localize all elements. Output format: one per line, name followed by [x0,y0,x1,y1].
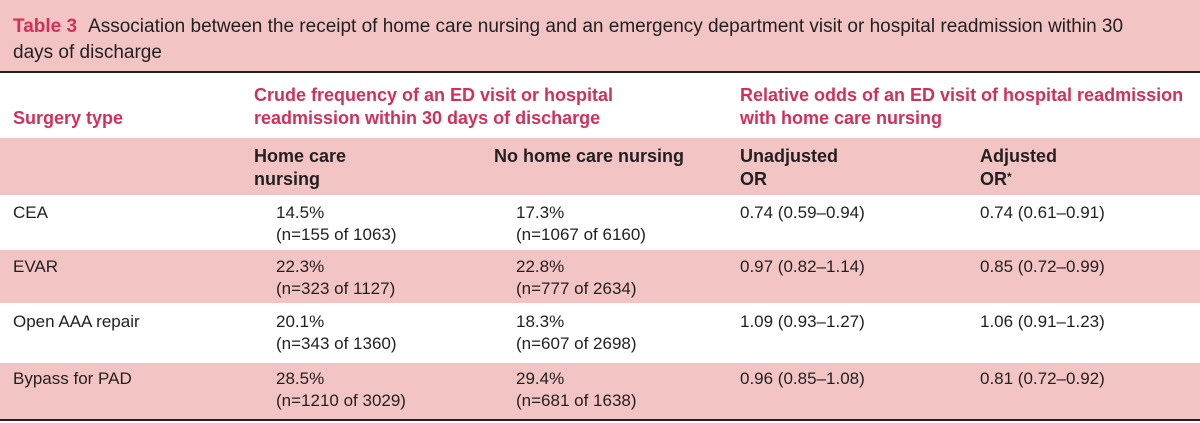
row-evar-adjusted: 0.85 (0.72–0.99) [980,257,1105,276]
row-evar-unadjusted: 0.97 (0.82–1.14) [740,257,865,276]
subheader-band [0,138,1200,195]
row-open-aaa-no-home-pct: 18.3% [516,312,565,331]
row-cea-unadjusted: 0.74 (0.59–0.94) [740,203,865,222]
row-bypass-surgery: Bypass for PAD [13,369,132,388]
top-rule [0,71,1200,73]
subheader-home-care-line-2: nursing [254,169,320,189]
row-open-aaa-home-pct: 20.1% [276,312,325,331]
row-cea-home-pct: 14.5% [276,203,325,222]
row-bypass-adjusted: 0.81 (0.72–0.92) [980,369,1105,388]
header-surgery-type: Surgery type [13,108,124,128]
row-bypass-band [0,363,1200,419]
subheader-no-home-care: No home care nursing [494,146,685,166]
row-bypass-home-n: (n=1210 of 3029) [276,391,406,410]
row-bypass-home-pct: 28.5% [276,369,325,388]
row-open-aaa-unadjusted: 1.09 (0.93–1.27) [740,312,865,331]
footnote-marker: * [1007,170,1012,184]
subheader-adjusted-line-1: Adjusted [980,146,1058,166]
row-cea-adjusted: 0.74 (0.61–0.91) [980,203,1105,222]
row-open-aaa-surgery: Open AAA repair [13,312,140,331]
row-open-aaa-home-n: (n=343 of 1360) [276,334,397,353]
bottom-rule [0,419,1200,421]
row-cea-no-home-n: (n=1067 of 6160) [516,225,646,244]
caption-title-line-2: days of discharge [13,42,162,63]
row-open-aaa-no-home-n: (n=607 of 2698) [516,334,637,353]
row-evar-home-pct: 22.3% [276,257,325,276]
subheader-unadjusted-line-2: OR [740,169,767,189]
header-crude-line-1: Crude frequency of an ED visit or hospit… [254,85,614,105]
row-cea-surgery: CEA [13,203,48,222]
row-cea-home-n: (n=155 of 1063) [276,225,397,244]
row-bypass-no-home-pct: 29.4% [516,369,565,388]
row-evar-surgery: EVAR [13,257,59,276]
table-caption: Table 3 Association between the receipt o… [0,0,1200,71]
row-evar-no-home-n: (n=777 of 2634) [516,279,637,298]
row-cea-no-home-pct: 17.3% [516,203,565,222]
row-evar-home-n: (n=323 of 1127) [276,279,396,298]
row-open-aaa-adjusted: 1.06 (0.91–1.23) [980,312,1105,331]
subheader-home-care-line-1: Home care [254,146,347,166]
row-bypass-no-home-n: (n=681 of 1638) [516,391,637,410]
row-bypass-unadjusted: 0.96 (0.85–1.08) [740,369,865,388]
header-odds-line-1: Relative odds of an ED visit of hospital… [740,85,1184,105]
table-label: Table 3 [13,16,78,37]
header-crude-line-2: readmission within 30 days of discharge [254,108,601,128]
caption-line-1: Table 3 Association between the receipt o… [13,14,1200,40]
subheader-unadjusted-line-1: Unadjusted [740,146,839,166]
row-evar-band [0,250,1200,303]
subheader-adjusted-or: OR [980,169,1007,189]
caption-title-line-1: Association between the receipt of home … [88,16,1124,37]
header-odds-line-2: with home care nursing [740,108,943,128]
row-evar-no-home-pct: 22.8% [516,257,565,276]
subheader-adjusted-line-2: OR* [980,168,1012,191]
